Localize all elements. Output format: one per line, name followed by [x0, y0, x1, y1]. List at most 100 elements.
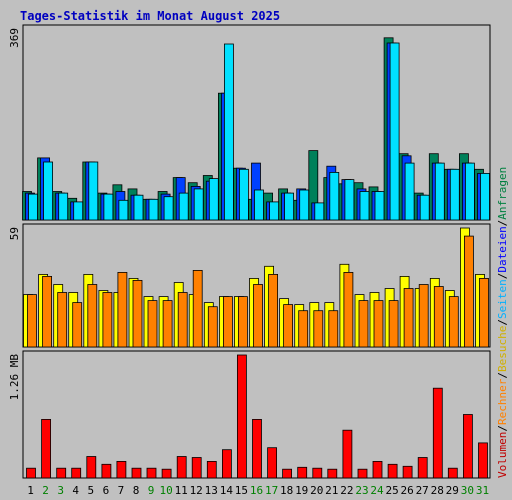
bar-volumen-day-31	[478, 442, 488, 479]
x-tick-label: 11	[175, 484, 188, 497]
x-tick-label: 6	[103, 484, 110, 497]
x-axis-day-labels: 1 2 3 4 5 6 7 8 9 10 11 12 13 14 15 16 17 18 19 20 21 22 23 24 2…	[27, 484, 489, 497]
bar-rechner-day-17	[268, 273, 279, 348]
bar-seiten-day-27	[419, 194, 430, 221]
legend-item-volumen: Volumen	[496, 432, 509, 478]
legend-separator: /	[496, 319, 509, 326]
bar-seiten-day-16	[254, 189, 264, 221]
bar-seiten-day-28	[434, 162, 445, 221]
bar-rechner-day-26	[403, 288, 414, 348]
bar-volumen-day-29	[447, 467, 458, 479]
bar-volumen-day-18	[282, 468, 293, 479]
x-tick-label: 16	[250, 484, 263, 497]
x-tick-label: 2	[42, 484, 49, 497]
bar-volumen-day-3	[56, 467, 67, 479]
legend-separator: /	[496, 273, 509, 280]
bar-rechner-day-9	[147, 300, 158, 348]
legend-item-dateien: Dateien	[496, 226, 509, 272]
y-max-label-top: 369	[8, 28, 21, 48]
bar-volumen-day-4	[71, 467, 82, 479]
legend-separator: /	[496, 425, 509, 432]
bar-seiten-day-18	[284, 192, 295, 221]
panel-bot: 1.26 MB	[8, 350, 491, 479]
bar-volumen-day-22	[342, 429, 353, 479]
bar-seiten-day-30	[464, 162, 475, 221]
x-tick-label: 1	[27, 484, 34, 497]
bar-seiten-day-23	[359, 191, 370, 221]
bar-rechner-day-21	[328, 310, 339, 348]
bar-volumen-day-15	[236, 354, 247, 479]
legend-separator: /	[496, 220, 509, 227]
bar-seiten-day-7	[118, 199, 129, 221]
bar-seiten-day-12	[193, 188, 204, 221]
bar-seiten-day-13	[208, 178, 219, 221]
bar-volumen-day-7	[116, 460, 127, 479]
bar-rechner-day-27	[418, 284, 429, 348]
legend-text: Volumen/Rechner/Besuche/Seiten/Dateien/A…	[496, 167, 509, 478]
x-tick-label: 15	[235, 484, 248, 497]
bar-seiten-day-3	[58, 192, 69, 221]
bar-volumen-day-21	[327, 468, 338, 479]
bar-seiten-day-25	[389, 42, 400, 221]
x-tick-label: 28	[431, 484, 444, 497]
x-tick-label: 24	[370, 484, 384, 497]
bar-seiten-day-15	[238, 168, 249, 221]
bar-seiten-day-20	[314, 202, 325, 221]
chart-title: Tages-Statistik im Monat August 2025	[20, 9, 280, 23]
x-tick-label: 3	[57, 484, 64, 497]
x-tick-label: 29	[446, 484, 459, 497]
legend-item-besuche: Besuche	[496, 326, 509, 372]
legend-item-anfragen: Anfragen	[496, 167, 509, 220]
bar-volumen-day-16	[252, 418, 262, 479]
bar-volumen-day-30	[462, 414, 473, 479]
bar-rechner-day-11	[177, 292, 188, 348]
bar-volumen-day-26	[402, 465, 413, 479]
chart-panels: 369 59 1.26 MB	[8, 24, 491, 479]
bar-seiten-day-22	[344, 179, 355, 221]
x-tick-label: 21	[325, 484, 338, 497]
bar-volumen-day-12	[191, 457, 202, 479]
bar-volumen-day-19	[297, 466, 308, 479]
series-rechner	[27, 235, 489, 348]
x-tick-label: 25	[385, 484, 398, 497]
bar-volumen-day-24	[372, 460, 383, 479]
bar-rechner-day-15	[237, 296, 248, 348]
bar-volumen-day-25	[387, 463, 398, 479]
bar-rechner-day-5	[87, 284, 98, 348]
x-tick-label: 17	[265, 484, 278, 497]
bar-seiten-day-19	[299, 189, 310, 221]
bar-volumen-day-23	[357, 468, 368, 479]
bar-volumen-day-9	[146, 467, 157, 479]
series-volumen	[26, 354, 488, 479]
bar-seiten-day-8	[133, 194, 144, 221]
x-tick-label: 22	[340, 484, 353, 497]
bar-volumen-day-28	[432, 387, 443, 479]
bar-volumen-day-6	[101, 463, 112, 479]
legend-item-rechner: Rechner	[496, 378, 509, 425]
bar-seiten-day-5	[88, 161, 99, 221]
bar-rechner-day-8	[132, 279, 143, 348]
bar-seiten-day-26	[404, 162, 415, 221]
legend-separator: /	[496, 372, 509, 379]
x-tick-label: 27	[416, 484, 429, 497]
x-tick-label: 23	[355, 484, 368, 497]
bar-rechner-day-29	[448, 296, 459, 348]
x-tick-label: 31	[476, 484, 489, 497]
x-tick-label: 19	[295, 484, 308, 497]
bar-rechner-day-13	[207, 306, 218, 348]
bar-rechner-day-20	[313, 310, 324, 348]
bar-volumen-day-11	[176, 456, 187, 479]
bar-volumen-day-13	[206, 460, 217, 479]
bar-volumen-day-10	[161, 468, 172, 479]
bar-volumen-day-20	[312, 467, 323, 479]
bar-rechner-day-16	[253, 284, 263, 348]
y-max-label-bot: 1.26 MB	[8, 354, 21, 401]
x-tick-label: 4	[72, 484, 79, 497]
bar-volumen-day-17	[267, 447, 278, 479]
series-seiten	[28, 42, 490, 221]
bar-seiten-day-1	[28, 193, 38, 221]
bar-seiten-day-11	[178, 192, 189, 221]
bar-rechner-day-23	[358, 300, 369, 348]
x-tick-label: 14	[220, 484, 234, 497]
bar-seiten-day-4	[73, 201, 84, 221]
